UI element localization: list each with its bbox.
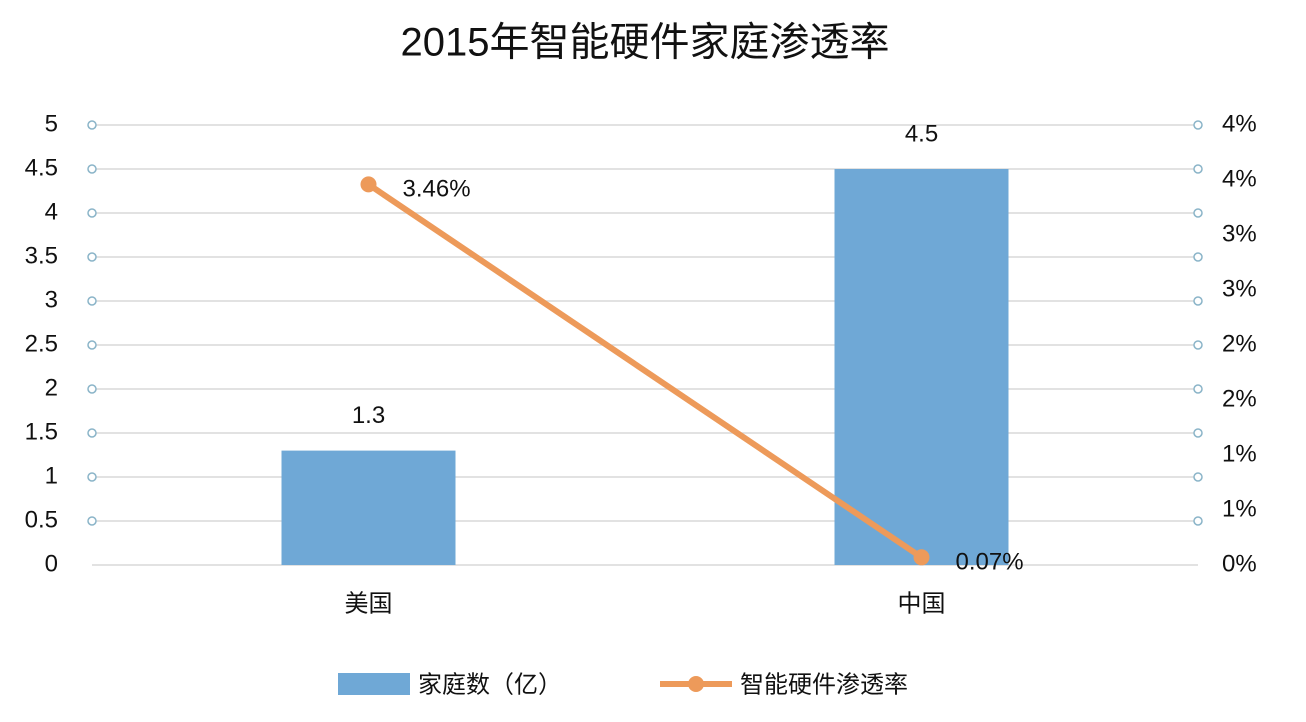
- x-tick-label: 中国: [898, 590, 946, 617]
- grid-marker: [1193, 516, 1203, 526]
- y2-tick-label: 2%: [1222, 330, 1257, 357]
- grid-marker: [1193, 120, 1203, 130]
- x-tick-label: 美国: [345, 590, 393, 617]
- legend-swatch: [688, 676, 704, 692]
- y-tick-label: 3: [45, 286, 58, 313]
- grid-marker: [1193, 208, 1203, 218]
- grid-marker: [87, 120, 97, 130]
- y-tick-label: 0.5: [25, 506, 58, 533]
- grid-marker: [87, 252, 97, 262]
- y2-tick-label: 3%: [1222, 275, 1257, 302]
- grid-marker: [87, 384, 97, 394]
- grid-marker: [1193, 472, 1203, 482]
- grid-marker: [87, 516, 97, 526]
- y-tick-label: 4.5: [25, 154, 58, 181]
- data-label: 0.07%: [956, 549, 1024, 576]
- bar: [834, 169, 1009, 565]
- grid-marker: [87, 164, 97, 174]
- data-label: 3.46%: [403, 176, 471, 203]
- y2-tick-label: 4%: [1222, 165, 1257, 192]
- grid-marker: [1193, 252, 1203, 262]
- grid-marker: [87, 340, 97, 350]
- y2-tick-label: 0%: [1222, 550, 1257, 577]
- grid-marker: [1193, 340, 1203, 350]
- y2-tick-label: 1%: [1222, 440, 1257, 467]
- data-label: 4.5: [905, 120, 938, 147]
- y2-tick-label: 1%: [1222, 495, 1257, 522]
- y-tick-label: 3.5: [25, 242, 58, 269]
- y-tick-label: 4: [45, 198, 58, 225]
- y2-tick-label: 4%: [1222, 110, 1257, 137]
- legend-swatch: [338, 673, 410, 695]
- y2-tick-label: 2%: [1222, 385, 1257, 412]
- y2-tick-label: 3%: [1222, 220, 1257, 247]
- grid-marker: [87, 472, 97, 482]
- y-tick-label: 0: [45, 550, 58, 577]
- line: [366, 181, 924, 560]
- legend-label: 家庭数（亿）: [418, 671, 562, 698]
- data-label: 1.3: [352, 402, 385, 429]
- bar: [281, 450, 456, 565]
- grid-marker: [1193, 296, 1203, 306]
- y-tick-label: 5: [45, 110, 58, 137]
- grid-marker: [87, 296, 97, 306]
- grid-marker: [1193, 164, 1203, 174]
- y-tick-label: 1: [45, 462, 58, 489]
- legend-label: 智能硬件渗透率: [740, 671, 908, 698]
- grid-marker: [87, 208, 97, 218]
- grid-marker: [1193, 384, 1203, 394]
- y-tick-label: 2.5: [25, 330, 58, 357]
- line-marker: [360, 176, 377, 193]
- y-tick-label: 2: [45, 374, 58, 401]
- y-tick-label: 1.5: [25, 418, 58, 445]
- line-marker: [913, 549, 930, 566]
- grid-marker: [1193, 428, 1203, 438]
- chart-title: 2015年智能硬件家庭渗透率: [401, 21, 890, 65]
- grid-marker: [87, 428, 97, 438]
